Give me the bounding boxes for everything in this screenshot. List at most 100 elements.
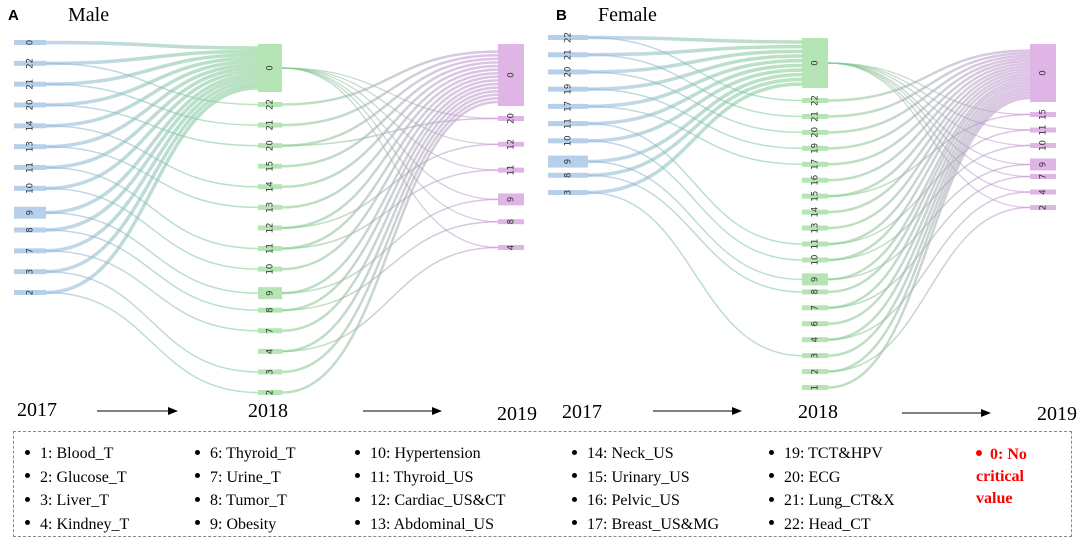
node-label: 3 — [564, 190, 574, 195]
flow-link — [281, 50, 499, 106]
node-2018-4 — [258, 348, 282, 354]
flow-link — [827, 67, 1031, 214]
legend-item: 12: Cardiac_US&CT — [355, 489, 506, 513]
panel-a-year-2018: 2018 — [248, 400, 288, 422]
node-label: 13 — [811, 223, 821, 234]
flow-link — [827, 94, 1031, 373]
node-label: 7 — [266, 328, 276, 333]
node-2018-4 — [802, 337, 828, 343]
flow-link — [45, 49, 259, 66]
node-2017-17 — [548, 103, 588, 109]
node-2017-11 — [14, 165, 46, 170]
node-2018-20 — [258, 143, 282, 149]
flow-link — [45, 62, 259, 106]
flow-nodes: 0222120141311109873202221201514131211109… — [14, 32, 1056, 395]
flow-link — [45, 104, 259, 147]
node-label: 8 — [564, 173, 574, 178]
legend-item: 17: Breast_US&MG — [572, 513, 719, 537]
node-label: 11 — [1039, 125, 1049, 136]
legend-item: 4: Kindney_T — [25, 513, 129, 537]
node-2017-14 — [14, 123, 46, 129]
node-2018-11 — [258, 246, 282, 251]
flow-link — [45, 211, 259, 294]
node-2019-11 — [1030, 127, 1056, 133]
node-label: 9 — [811, 277, 821, 282]
flow-link — [587, 77, 803, 178]
node-2017-11 — [548, 121, 588, 127]
node-label: 9 — [564, 159, 574, 164]
node-2018-13 — [802, 225, 828, 231]
node-2019-11 — [498, 167, 524, 173]
flow-link — [587, 174, 803, 293]
node-2018-9 — [802, 273, 828, 286]
node-label: 12 — [507, 139, 517, 150]
legend-item: 1: Blood_T — [25, 442, 129, 466]
node-label: 2 — [811, 369, 821, 374]
node-2018-0 — [802, 38, 828, 88]
node-2017-3 — [548, 190, 588, 195]
legend-item: 22: Head_CT — [769, 513, 895, 537]
flow-link — [827, 54, 1031, 134]
node-label: 10 — [26, 183, 36, 194]
node-label: 20 — [26, 100, 36, 111]
flow-link — [587, 122, 803, 245]
panel-a-letter: A — [8, 7, 19, 24]
node-label: 2 — [26, 290, 36, 295]
node-2019-10 — [1030, 143, 1056, 148]
node-label: 21 — [266, 120, 276, 131]
node-label: 20 — [507, 113, 517, 124]
node-label: 10 — [564, 135, 574, 146]
panel-b-year-2018: 2018 — [798, 401, 838, 423]
node-2019-9 — [1030, 158, 1056, 171]
legend-item: 11: Thyroid_US — [355, 466, 506, 490]
node-label: 0 — [507, 72, 517, 77]
node-label: 13 — [26, 141, 36, 152]
node-2019-4 — [498, 245, 524, 250]
node-2018-20 — [802, 129, 828, 135]
flow-link — [281, 82, 499, 295]
panel-b-year-2017: 2017 — [562, 401, 602, 423]
node-2017-21 — [14, 81, 46, 87]
flow-link — [281, 71, 499, 230]
flow-link — [281, 93, 499, 353]
node-label: 0 — [26, 40, 36, 45]
flow-link — [45, 250, 259, 332]
flow-link — [827, 62, 1031, 147]
node-label: 7 — [26, 248, 36, 253]
node-label: 1 — [811, 385, 821, 390]
flow-link — [281, 67, 499, 200]
node-label: 19 — [811, 143, 821, 154]
flow-link — [587, 191, 803, 357]
node-label: 3 — [266, 369, 276, 374]
node-2018-15 — [802, 193, 828, 199]
flow-link — [281, 57, 499, 147]
node-2018-11 — [802, 241, 828, 247]
flow-link — [827, 113, 1031, 197]
flow-link — [587, 105, 803, 166]
node-label: 11 — [26, 162, 36, 173]
node-label: 20 — [266, 140, 276, 151]
node-2019-2 — [1030, 205, 1056, 210]
flow-link — [281, 61, 499, 168]
legend-item: 3: Liver_T — [25, 489, 129, 513]
node-label: 15 — [811, 191, 821, 202]
node-label: 9 — [1039, 162, 1049, 167]
flow-link — [281, 75, 499, 250]
flow-link — [45, 52, 259, 86]
legend-item: 9: Obesity — [195, 513, 295, 537]
node-2019-9 — [498, 193, 524, 206]
flow-link — [827, 91, 1031, 357]
legend-column-5: 19: TCT&HPV 20: ECG 21: Lung_CT&X 22: He… — [769, 442, 895, 536]
node-2017-8 — [14, 227, 46, 233]
node-2018-21 — [258, 122, 282, 128]
flow-link — [827, 78, 1031, 281]
node-2018-7 — [802, 305, 828, 311]
node-label: 15 — [266, 161, 276, 172]
node-2018-15 — [258, 163, 282, 169]
flow-link — [827, 65, 1031, 198]
flow-link — [587, 35, 803, 44]
node-label: 17 — [564, 101, 574, 112]
node-label: 15 — [1039, 109, 1049, 120]
legend-box: 1: Blood_T 2: Glucose_T 3: Liver_T 4: Ki… — [13, 431, 1072, 537]
flow-link — [827, 59, 1031, 166]
